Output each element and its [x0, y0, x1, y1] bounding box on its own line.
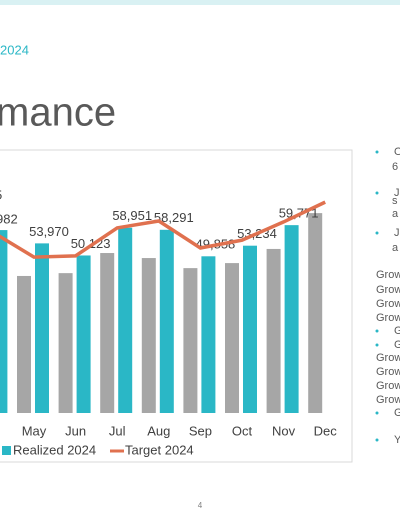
panel-text: 6: [392, 161, 398, 173]
panel-text: G: [394, 339, 400, 351]
chart-frame: [0, 149, 353, 463]
panel-text: Grow: [376, 269, 400, 281]
bullet: [375, 191, 379, 195]
bullet: [375, 438, 379, 442]
panel-text: s: [392, 195, 398, 207]
bullet: [375, 231, 379, 235]
bar: [159, 229, 174, 413]
data-label: 58,291: [154, 210, 194, 225]
x-tick-label: Jun: [65, 423, 86, 438]
bar: [266, 248, 281, 413]
bullet: [375, 343, 379, 347]
panel-text: Grow: [376, 394, 400, 406]
panel-text: a: [392, 208, 399, 220]
bar: [243, 245, 257, 413]
x-tick-label: Dec: [314, 423, 338, 438]
bullet: [375, 150, 379, 154]
bar: [58, 273, 73, 413]
panel-text: a: [392, 242, 399, 254]
bar: [141, 258, 156, 413]
legend-swatch: [2, 446, 11, 455]
top-band: [0, 0, 400, 5]
panel-text: Grow: [376, 380, 400, 392]
annotation: 982: [0, 211, 18, 226]
bar: [183, 268, 198, 413]
bullet: [375, 329, 379, 333]
legend-label: Target 2024: [125, 442, 194, 457]
bar: [308, 213, 323, 413]
x-tick-label: Nov: [272, 423, 296, 438]
line: [0, 200, 326, 259]
panel-text: Y: [394, 434, 400, 446]
bar: [201, 256, 216, 413]
data-label: 53,970: [29, 224, 69, 239]
panel-text: Ja: [394, 227, 400, 239]
page-number: 4: [198, 501, 203, 510]
panel-text: Ja: [394, 187, 400, 199]
bar: [17, 275, 31, 413]
panel-text: Grow: [376, 366, 400, 378]
legend-label: Realized 2024: [13, 442, 96, 457]
panel-text: Grow: [376, 352, 400, 364]
bar: [284, 225, 299, 413]
x-tick-label: Jul: [109, 423, 126, 438]
panel-text: G: [394, 407, 400, 419]
title: mance: [0, 91, 116, 135]
bar: [0, 230, 8, 413]
x-tick-label: Sep: [189, 423, 212, 438]
x-tick-label: Aug: [147, 423, 170, 438]
bar: [100, 253, 115, 413]
x-tick-label: May: [22, 423, 47, 438]
bar: [225, 263, 239, 413]
bar: [118, 227, 133, 413]
bar: [35, 243, 49, 413]
bar: [76, 255, 91, 413]
panel-text: Grow: [376, 312, 400, 324]
subtitle: 2024: [0, 42, 29, 57]
bullet: [375, 411, 379, 415]
annotation: 5: [0, 187, 2, 202]
panel-text: Grow: [376, 284, 400, 296]
panel-text: O: [394, 146, 400, 158]
data-label: 58,951: [112, 208, 152, 223]
x-tick-label: Oct: [232, 423, 253, 438]
panel-text: G: [394, 325, 400, 337]
panel-text: Grow: [376, 298, 400, 310]
